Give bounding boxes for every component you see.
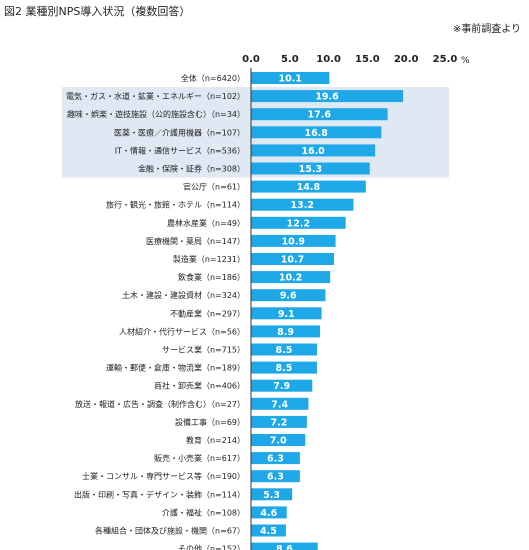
- bar-value-label: 14.8: [297, 182, 321, 193]
- bar-value-label: 16.0: [301, 146, 325, 157]
- bar: [251, 343, 317, 356]
- bar: [251, 379, 313, 392]
- x-tick-label: 0.0: [242, 54, 260, 65]
- bar-value-label: 8.6: [276, 544, 293, 550]
- bar-value-label: 7.0: [270, 436, 287, 447]
- category-label: 運輸・郵便・倉庫・物流業（n=189）: [106, 363, 245, 373]
- category-label: 人材紹介・代行サービス（n=56）: [119, 326, 245, 336]
- bar-value-label: 4.5: [260, 526, 277, 537]
- category-labels: 全体（n=6420） 電気・ガス・水道・鉱業・エネルギー（n=102） 趣味・娯楽・…: [66, 73, 245, 550]
- bar: [251, 434, 306, 446]
- bar: [251, 488, 293, 501]
- bar: [251, 126, 382, 139]
- bar: [251, 452, 300, 465]
- bar: [251, 162, 370, 175]
- bar-value-label: 5.3: [263, 490, 280, 501]
- bar: [251, 415, 307, 428]
- category-label: 医薬・医療／介護用機器（n=107）: [114, 127, 245, 137]
- bar-value-label: 7.9: [273, 381, 290, 392]
- category-label: 金融・保険・証券（n=308）: [138, 164, 245, 174]
- category-label: サービス業（n=715）: [162, 345, 245, 355]
- category-label: 出版・印刷・写真・デザイン・装飾（n=114）: [74, 489, 245, 499]
- bar-value-label: 4.6: [260, 508, 277, 519]
- category-label: 放送・報道・広告・調査（制作含む）（n=27）: [75, 399, 245, 409]
- bar: [251, 542, 318, 550]
- bar: [251, 72, 330, 84]
- category-label: 土木・建設・建設資材（n=324）: [122, 290, 245, 300]
- category-label: 全体（n=6420）: [181, 73, 245, 83]
- category-label: 農林水産業（n=49）: [167, 218, 245, 228]
- category-label: 電気・ガス・水道・鉱業・エネルギー（n=102）: [66, 91, 245, 101]
- bar-value-label: 10.7: [281, 255, 304, 266]
- bar: [251, 397, 309, 410]
- category-label: 介護・福祉（n=108）: [162, 507, 245, 517]
- bar: [251, 524, 286, 537]
- category-label: 各種組合・団体及び施設・機関（n=67）: [95, 526, 245, 536]
- category-label: 製造業（n=1231）: [173, 254, 245, 264]
- category-label: IT・情報・通信サービス（n=536）: [115, 145, 245, 155]
- category-label: 官公庁（n=61）: [183, 182, 245, 192]
- bar-value-label: 8.9: [277, 327, 294, 338]
- category-label: 販売・小売業（n=617）: [154, 453, 245, 463]
- bar-value-label: 8.5: [276, 345, 293, 356]
- bar-value-label: 8.5: [276, 363, 293, 374]
- bar: [251, 361, 317, 374]
- figure-title: 図2 業種別NPS導入状況（複数回答）: [4, 5, 191, 18]
- bar-value-label: 19.6: [315, 92, 339, 103]
- category-label: 商社・卸売業（n=406）: [154, 381, 245, 391]
- bars: 10.1 19.6 17.6 16.8 16.0 15.3 14.8 13.2 12.2 10.9…: [251, 72, 404, 550]
- bar: [251, 90, 404, 103]
- category-label: その他（n=152）: [178, 544, 245, 550]
- x-axis-ticks: 0.0 5.0 10.0 15.0 20.0 25.0: [242, 54, 457, 65]
- bar: [251, 271, 331, 284]
- category-label: 不動産業（n=297）: [170, 308, 245, 318]
- category-label: 旅行・観光・旅館・ホテル（n=114）: [106, 200, 245, 210]
- bar: [251, 180, 366, 193]
- x-tick-label: 20.0: [394, 54, 419, 65]
- bar: [251, 234, 336, 247]
- category-label: 設備工事（n=69）: [175, 417, 245, 427]
- bar-value-label: 7.2: [271, 417, 288, 428]
- bar: [251, 506, 287, 519]
- bar-value-label: 10.2: [279, 273, 302, 284]
- bar: [251, 108, 388, 121]
- bar-value-label: 7.4: [271, 399, 288, 410]
- bar: [251, 198, 354, 211]
- bar-value-label: 9.6: [280, 291, 297, 302]
- bar-value-label: 6.3: [267, 472, 284, 483]
- category-label: 医療機関・薬局（n=147）: [146, 236, 245, 246]
- bar: [251, 307, 322, 320]
- bar-value-label: 10.9: [282, 236, 305, 247]
- source-note: ※事前調査より: [452, 24, 521, 35]
- category-label: 教育（n=214）: [186, 435, 245, 445]
- bar: [251, 470, 300, 483]
- bar: [251, 325, 321, 338]
- bar-value-label: 10.1: [278, 74, 301, 85]
- bar: [251, 144, 376, 157]
- x-tick-label: 10.0: [316, 54, 341, 65]
- x-axis-unit: %: [461, 56, 470, 66]
- bar-value-label: 13.2: [290, 200, 313, 211]
- bar-value-label: 6.3: [267, 454, 284, 465]
- category-label: 飲食業（n=186）: [178, 272, 245, 282]
- category-label: 士業・コンサル・専門サービス等（n=190）: [82, 471, 245, 481]
- category-label: 趣味・娯楽・遊技施設（公的施設含む）（n=34）: [67, 109, 245, 119]
- bar: [251, 253, 335, 265]
- bar-value-label: 16.8: [304, 128, 328, 139]
- bar: [251, 289, 326, 302]
- x-tick-label: 15.0: [355, 54, 380, 65]
- bar-value-label: 9.1: [278, 309, 295, 320]
- x-tick-label: 25.0: [433, 54, 458, 65]
- x-tick-label: 5.0: [281, 54, 299, 65]
- bar-value-label: 12.2: [287, 218, 310, 229]
- bar: [251, 216, 346, 229]
- bar-value-label: 17.6: [308, 110, 332, 121]
- bar-value-label: 15.3: [299, 164, 322, 175]
